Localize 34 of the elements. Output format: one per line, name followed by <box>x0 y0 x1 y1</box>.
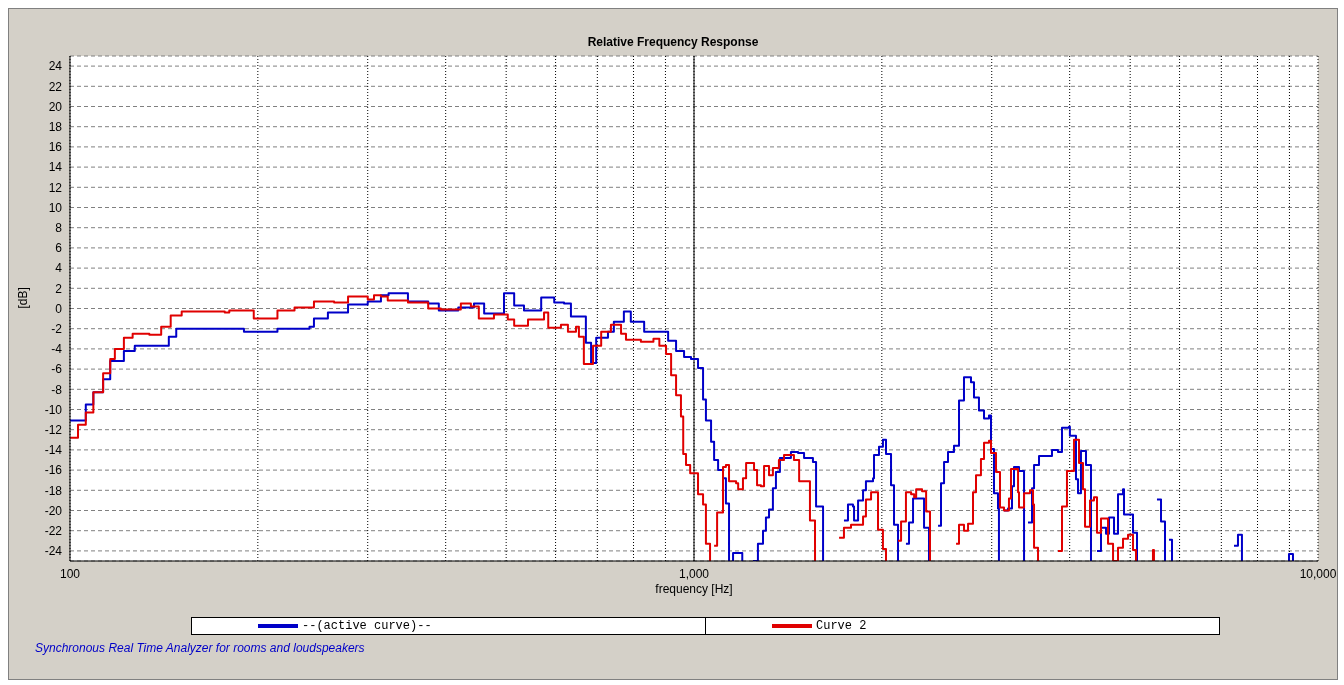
x-tick-label: 1,000 <box>678 566 710 581</box>
legend-label: --(active curve)-- <box>302 619 432 633</box>
y-tick-label: 12 <box>48 180 63 195</box>
y-tick-label: -10 <box>44 402 63 417</box>
y-tick-label: -18 <box>44 483 63 498</box>
x-tick-label: 100 <box>59 566 81 581</box>
y-tick-label: -24 <box>44 544 63 559</box>
y-tick-label: 24 <box>48 59 63 74</box>
x-tick-label: 10,000 <box>1299 566 1337 581</box>
y-tick-label: 20 <box>48 99 63 114</box>
y-tick-label: -6 <box>51 362 63 377</box>
y-tick-label: 16 <box>48 140 63 155</box>
y-tick-label: 4 <box>55 261 63 276</box>
y-tick-label: -14 <box>44 443 63 458</box>
y-tick-label: -4 <box>51 342 63 357</box>
y-tick-label: 2 <box>55 281 63 296</box>
y-tick-label: -2 <box>51 321 63 336</box>
x-axis-title: frequency [Hz] <box>655 582 733 596</box>
y-tick-label: 18 <box>48 119 63 134</box>
y-tick-label: -12 <box>44 422 63 437</box>
y-tick-label: 10 <box>48 200 63 215</box>
y-tick-label: -22 <box>44 523 63 538</box>
y-tick-label: 0 <box>55 301 63 316</box>
text: Synchronous Real Time Analyzer for rooms and loudspeakers <box>35 641 365 655</box>
y-tick-label: -8 <box>51 382 63 397</box>
y-axis-title: [dB] <box>16 287 31 309</box>
y-tick-label: 14 <box>48 160 63 175</box>
y-tick-label: 22 <box>48 79 63 94</box>
y-tick-label: -16 <box>44 463 63 478</box>
y-tick-label: 6 <box>55 241 63 256</box>
y-tick-label: 8 <box>55 220 63 235</box>
chart-title: Relative Frequency Response <box>586 35 760 49</box>
legend-label: Curve 2 <box>816 619 867 633</box>
y-tick-label: -20 <box>44 503 63 518</box>
